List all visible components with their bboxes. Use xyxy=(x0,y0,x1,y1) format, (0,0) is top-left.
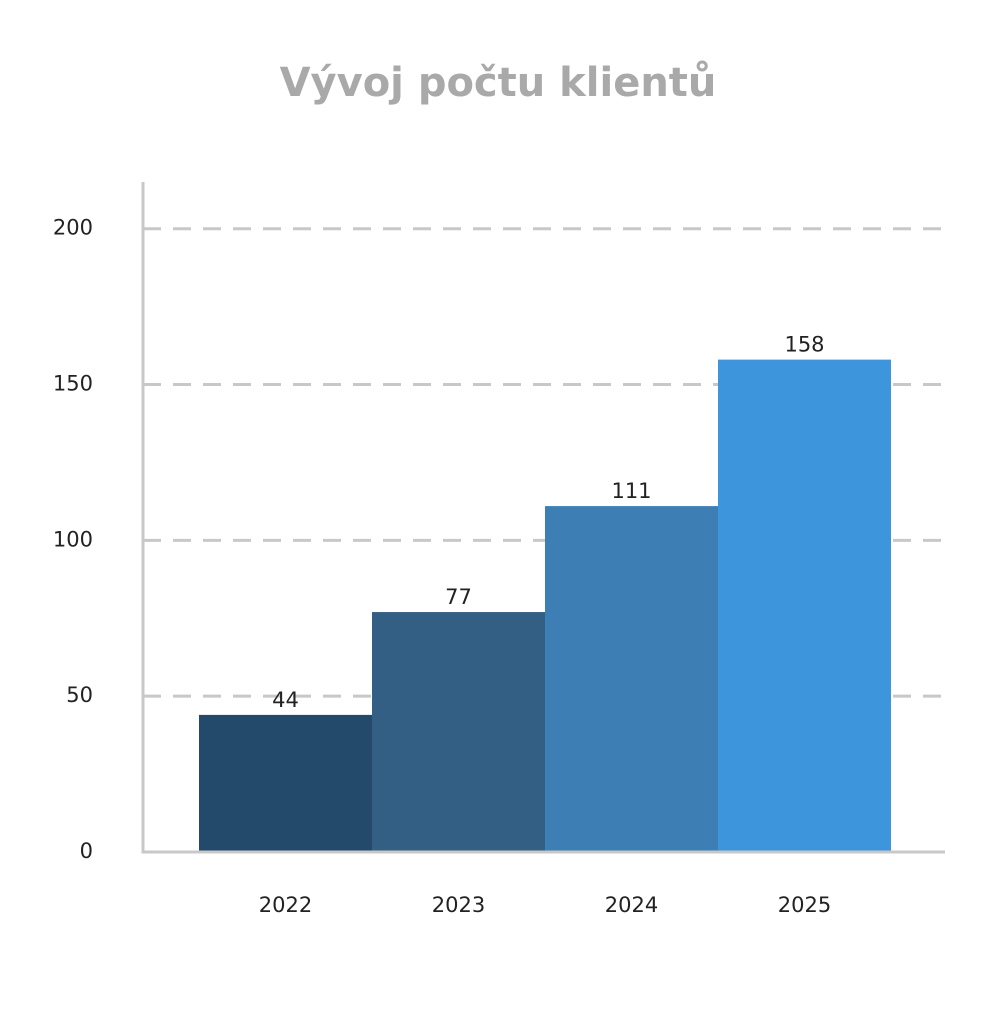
y-tick-label: 100 xyxy=(53,527,93,551)
value-label: 44 xyxy=(272,688,299,712)
y-tick-label: 50 xyxy=(66,683,93,707)
x-tick-label: 2022 xyxy=(259,893,312,917)
chart-title: Vývoj počtu klientů xyxy=(280,59,717,106)
y-tick-label: 200 xyxy=(53,216,93,240)
y-tick-label: 0 xyxy=(80,839,93,863)
y-tick-label: 150 xyxy=(53,372,93,396)
bar xyxy=(545,506,718,852)
x-tick-label: 2024 xyxy=(605,893,658,917)
x-tick-label: 2023 xyxy=(432,893,485,917)
value-label: 158 xyxy=(784,333,824,357)
value-label: 111 xyxy=(611,479,651,503)
value-label: 77 xyxy=(445,585,472,609)
bar xyxy=(718,359,891,852)
x-tick-label: 2025 xyxy=(778,893,831,917)
bar xyxy=(372,612,545,852)
bar xyxy=(199,714,372,852)
